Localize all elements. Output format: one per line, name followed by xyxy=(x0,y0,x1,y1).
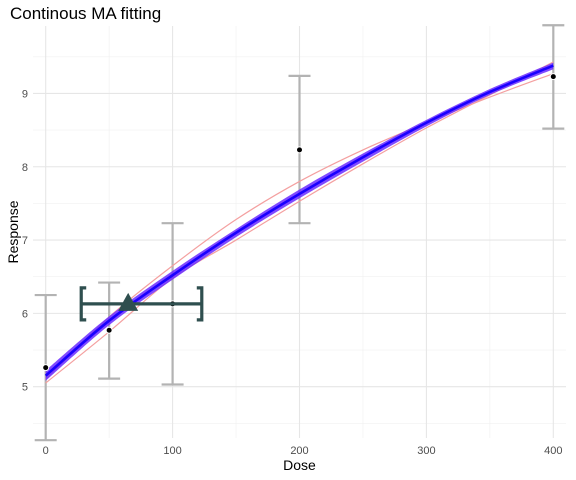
y-axis-title: Response xyxy=(5,200,21,263)
x-tick-label: 400 xyxy=(544,445,562,457)
y-tick-label: 9 xyxy=(22,88,28,100)
y-tick-label: 5 xyxy=(22,382,28,394)
x-axis-title: Dose xyxy=(283,457,316,473)
observed-point xyxy=(105,326,113,334)
bmd-interval-lower-bracket xyxy=(79,286,87,322)
bmd-interval-upper-bracket xyxy=(196,286,204,322)
chart-title: Continous MA fitting xyxy=(10,4,162,23)
x-tick-label: 100 xyxy=(163,445,181,457)
x-tick-label: 300 xyxy=(417,445,435,457)
observed-point xyxy=(549,73,557,81)
x-tick-label: 200 xyxy=(290,445,308,457)
observed-point xyxy=(42,364,50,372)
x-tick-label: 0 xyxy=(43,445,49,457)
observed-point xyxy=(296,146,303,154)
component-model-2-line xyxy=(45,61,554,384)
y-tick-label: 8 xyxy=(22,162,28,174)
y-tick-label: 7 xyxy=(22,235,28,247)
bmd-point-marker xyxy=(118,292,139,311)
y-tick-label: 6 xyxy=(22,308,28,320)
